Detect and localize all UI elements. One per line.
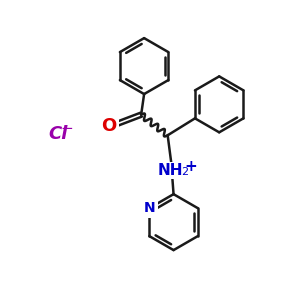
Text: Cl: Cl [48, 125, 68, 143]
Text: NH: NH [158, 163, 183, 178]
Text: +: + [185, 159, 198, 174]
Text: N: N [143, 201, 155, 215]
Text: O: O [101, 117, 116, 135]
Text: −: − [60, 121, 73, 136]
Text: 2: 2 [181, 167, 188, 177]
